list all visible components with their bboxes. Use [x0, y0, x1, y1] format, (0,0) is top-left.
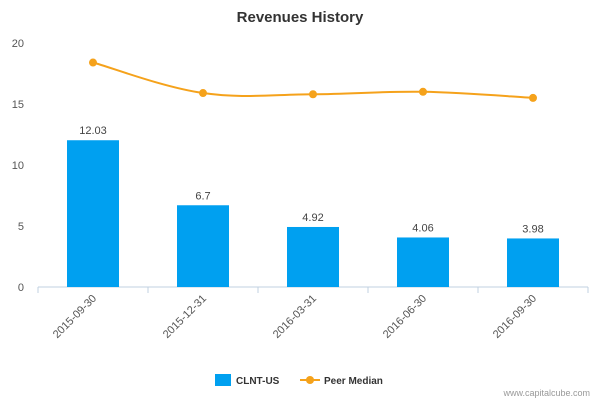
x-tick-label: 2016-06-30	[381, 293, 429, 341]
y-axis: 0 5 10 15 20	[12, 38, 24, 294]
bar-clnt-us[interactable]	[67, 140, 119, 287]
y-tick-label: 0	[18, 282, 24, 294]
legend-label-peer-median: Peer Median	[324, 376, 383, 387]
bar-clnt-us[interactable]	[507, 238, 559, 287]
bar-series-clnt-us	[67, 140, 559, 287]
legend-label-clnt-us: CLNT-US	[236, 376, 280, 387]
bar-data-label: 3.98	[522, 223, 543, 235]
bar-clnt-us[interactable]	[287, 226, 339, 287]
peer-median-point[interactable]	[89, 58, 97, 67]
y-tick-label: 10	[12, 160, 24, 172]
bar-data-label: 12.03	[79, 125, 107, 137]
line-series-peer-median	[89, 58, 537, 102]
legend[interactable]: CLNT-US Peer Median	[215, 374, 383, 387]
x-axis: 2015-09-30 2015-12-31 2016-03-31 2016-06-30…	[37, 286, 589, 341]
bar-data-label: 6.7	[195, 190, 210, 202]
bar-data-label: 4.92	[302, 212, 323, 224]
legend-marker-peer-median	[306, 376, 314, 384]
bar-clnt-us[interactable]	[397, 237, 449, 287]
peer-median-point[interactable]	[529, 93, 537, 102]
peer-median-point[interactable]	[309, 90, 317, 99]
y-tick-label: 15	[12, 99, 24, 111]
credit-text: www.capitalcube.com	[502, 388, 590, 398]
y-tick-label: 5	[18, 221, 24, 233]
bar-data-labels: 12.03 6.7 4.92 4.06 3.98	[79, 125, 543, 235]
x-tick-label: 2016-03-31	[271, 293, 319, 341]
x-tick-label: 2016-09-30	[491, 293, 539, 341]
legend-swatch-clnt-us	[215, 374, 231, 386]
y-tick-label: 20	[12, 38, 24, 50]
legend-item-clnt-us[interactable]: CLNT-US	[215, 374, 280, 387]
x-tick-label: 2015-12-31	[161, 293, 209, 341]
chart-title: Revenues History	[237, 9, 364, 26]
peer-median-point[interactable]	[199, 89, 207, 98]
bar-data-label: 4.06	[412, 222, 433, 234]
bar-clnt-us[interactable]	[177, 205, 229, 287]
x-tick-label: 2015-09-30	[51, 293, 99, 341]
legend-item-peer-median[interactable]: Peer Median	[300, 376, 383, 387]
peer-median-point[interactable]	[419, 87, 427, 96]
